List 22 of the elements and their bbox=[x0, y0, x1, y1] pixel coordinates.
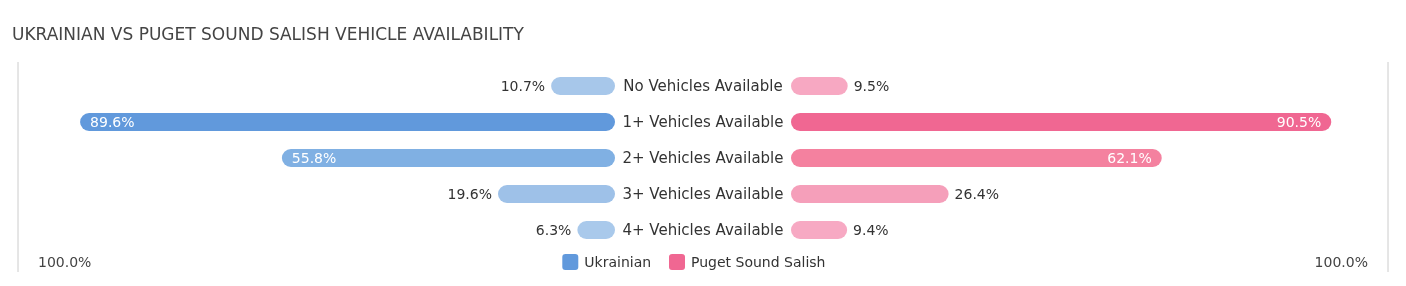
legend-label: Puget Sound Salish bbox=[691, 254, 826, 270]
data-label: 26.4% bbox=[954, 186, 1000, 202]
bar bbox=[791, 221, 848, 239]
annotation: 100.0% bbox=[38, 254, 92, 270]
data-label: 55.8% bbox=[291, 150, 337, 166]
data-label: 19.6% bbox=[447, 186, 492, 202]
data-label: 6.3% bbox=[535, 222, 572, 238]
y-tick-label: 2+ Vehicles Available bbox=[622, 149, 784, 167]
data-label: 10.7% bbox=[500, 78, 546, 94]
y-tick-label: 3+ Vehicles Available bbox=[622, 185, 784, 203]
data-label: 89.6% bbox=[90, 114, 135, 130]
y-tick-label: 4+ Vehicles Available bbox=[622, 221, 784, 239]
y-tick-label: No Vehicles Available bbox=[623, 77, 783, 95]
bar bbox=[791, 77, 848, 95]
data-label: 62.1% bbox=[1107, 150, 1152, 166]
chart-title: UKRAINIAN VS PUGET SOUND SALISH VEHICLE AVAILABILITY bbox=[12, 24, 525, 44]
annotation: 100.0% bbox=[1314, 254, 1368, 270]
y-tick-label: 1+ Vehicles Available bbox=[622, 113, 784, 131]
legend-label: Ukrainian bbox=[584, 254, 652, 270]
data-label: 9.5% bbox=[853, 78, 890, 94]
data-label: 90.5% bbox=[1276, 114, 1322, 130]
data-label: 9.4% bbox=[853, 222, 889, 238]
